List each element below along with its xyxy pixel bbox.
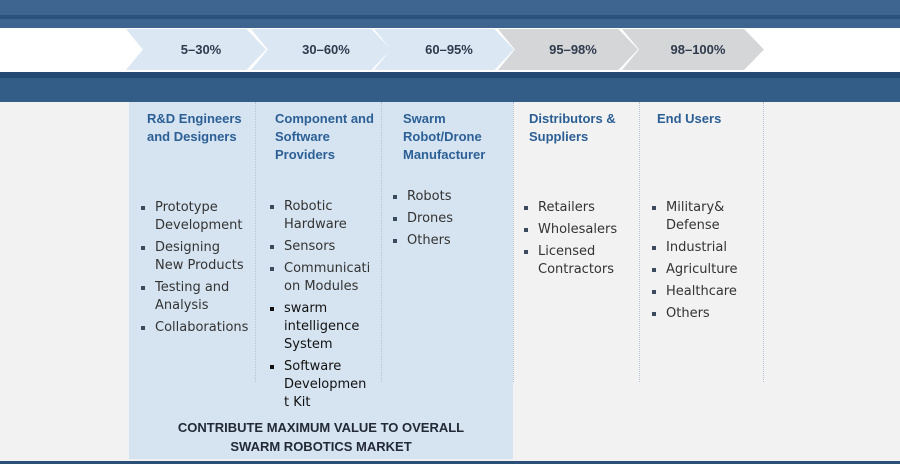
list-item: Industrial <box>650 239 762 257</box>
stage-label-3: 60–95% <box>425 42 473 57</box>
list-item: swarm intelligence System <box>268 300 378 354</box>
stage-label-1: 5–30% <box>180 42 222 57</box>
column-heading: R&D Engineers and Designers <box>147 111 242 144</box>
column-end-users-list: Military& Defense Industrial Agriculture… <box>650 199 762 327</box>
column-heading: End Users <box>657 111 722 126</box>
list-item: Designing New Products <box>139 239 255 275</box>
column-divider <box>639 102 640 382</box>
stage-label-5: 98–100% <box>670 42 726 57</box>
list-item: Collaborations <box>139 319 255 337</box>
column-divider <box>763 102 764 382</box>
list-item: Others <box>650 305 762 323</box>
mid-band-stripe <box>0 72 900 78</box>
column-component-list: Robotic Hardware Sensors Communicati on … <box>268 198 378 416</box>
stage-label-2: 30–60% <box>302 42 350 57</box>
list-item: Agriculture <box>650 261 762 279</box>
stage-arrow-3: 60–95% <box>374 29 514 70</box>
column-manufacturer-list: Robots Drones Others <box>391 188 509 254</box>
column-end-users: End Users <box>657 110 761 128</box>
column-distributors-list: Retailers Wholesalers Licensed Contracto… <box>522 199 638 283</box>
list-item: Licensed Contractors <box>522 243 638 279</box>
list-item: Testing and Analysis <box>139 279 255 315</box>
value-stage-arrows: 5–30% 30–60% 60–95% 95–98% 98–100% <box>0 28 900 72</box>
list-item: Military& Defense <box>650 199 762 235</box>
stage-arrow-2: 30–60% <box>251 29 391 70</box>
list-item: Drones <box>391 210 509 228</box>
column-rd-list: Prototype Development Designing New Prod… <box>139 199 255 341</box>
list-item: Retailers <box>522 199 638 217</box>
column-divider <box>381 102 382 382</box>
column-rd-engineers: R&D Engineers and Designers <box>147 110 255 146</box>
column-heading: Component and Software Providers <box>275 111 374 162</box>
list-item: Wholesalers <box>522 221 638 239</box>
highlight-region <box>129 102 513 459</box>
contribution-note: CONTRIBUTE MAXIMUM VALUE TO OVERALL SWAR… <box>177 420 465 454</box>
list-item: Healthcare <box>650 283 762 301</box>
top-header-stripe <box>0 15 900 19</box>
bottom-border <box>0 461 900 464</box>
column-component-providers: Component and Software Providers <box>275 110 380 164</box>
stage-arrow-5: 98–100% <box>622 29 764 70</box>
stage-label-4: 95–98% <box>549 42 597 57</box>
stage-arrow-4: 95–98% <box>498 29 638 70</box>
list-item: Software Developmen t Kit <box>268 358 378 412</box>
list-item: Robots <box>391 188 509 206</box>
mid-band <box>0 72 900 102</box>
column-heading: Swarm Robot/Drone Manufacturer <box>403 111 486 162</box>
column-manufacturer: Swarm Robot/Drone Manufacturer <box>403 110 511 164</box>
stage-arrow-1: 5–30% <box>126 29 266 70</box>
list-item: Sensors <box>268 238 378 256</box>
list-item: Prototype Development <box>139 199 255 235</box>
list-item: Communicati on Modules <box>268 260 378 296</box>
column-divider <box>513 102 514 382</box>
column-distributors: Distributors & Suppliers <box>529 110 637 146</box>
list-item: Robotic Hardware <box>268 198 378 234</box>
list-item: Others <box>391 232 509 250</box>
column-heading: Distributors & Suppliers <box>529 111 616 144</box>
column-divider <box>255 102 256 382</box>
top-header-band <box>0 0 900 28</box>
